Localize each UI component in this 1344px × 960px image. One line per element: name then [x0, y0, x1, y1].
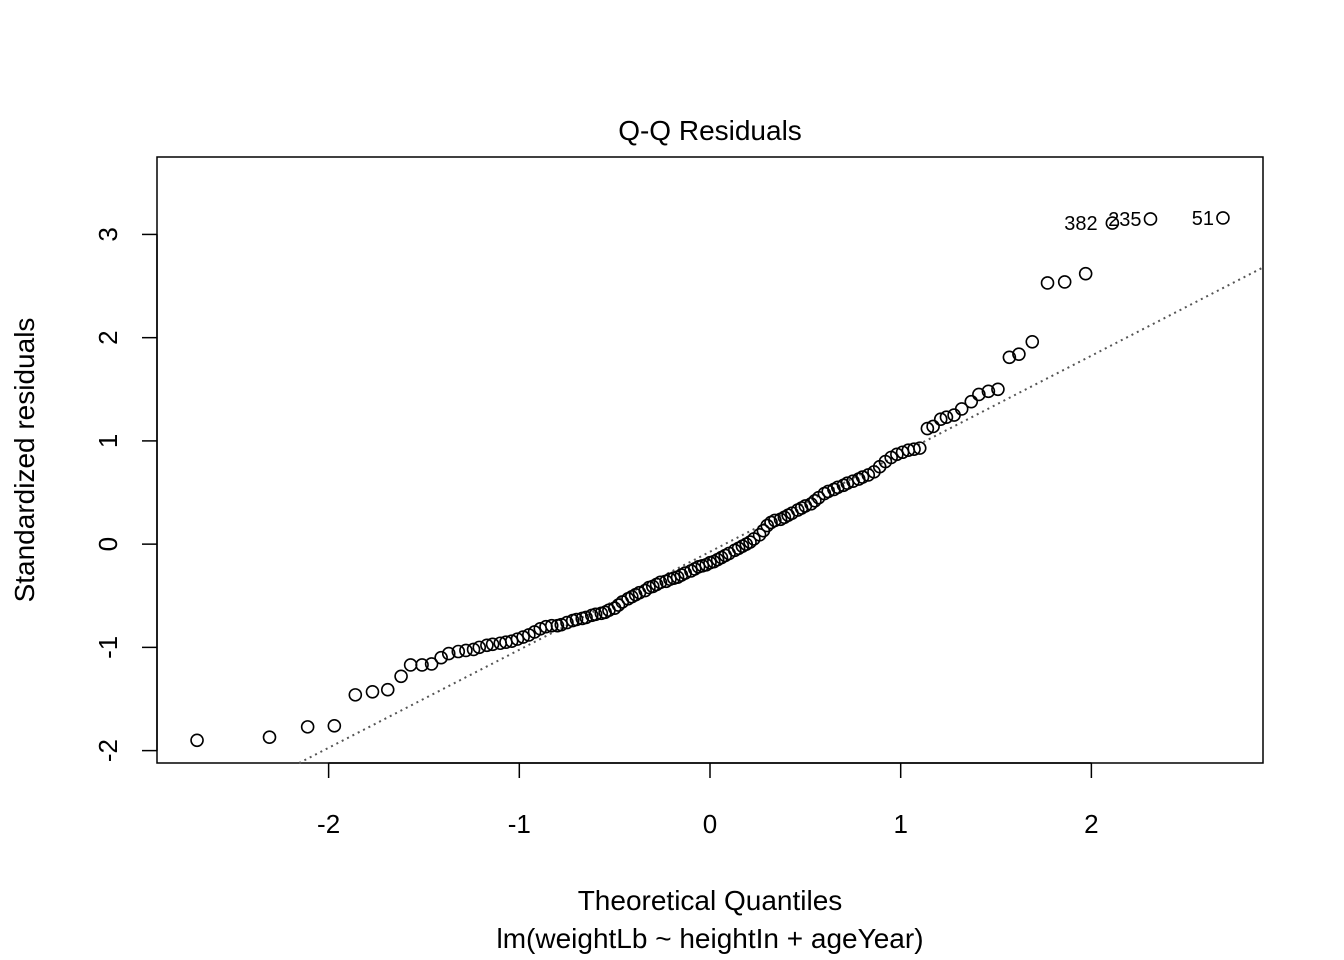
data-point: [947, 408, 961, 422]
y-tick-label: 0: [93, 537, 123, 551]
x-tick-label: 1: [893, 809, 907, 839]
data-point: [472, 640, 487, 655]
data-point: [954, 402, 969, 416]
x-axis: -2 -1 0 1 2: [317, 762, 1099, 839]
data-point: [480, 638, 494, 653]
data-point: [466, 642, 481, 657]
data-point: [1040, 276, 1055, 290]
y-tick-label: 3: [93, 227, 123, 241]
data-point: [348, 688, 363, 702]
chart-title: Q-Q Residuals: [618, 115, 802, 146]
data-point: [434, 650, 448, 665]
data-point: [190, 733, 204, 748]
data-point: [262, 730, 277, 744]
data-point: [579, 610, 593, 625]
data-point: [569, 612, 584, 627]
data-point: [611, 598, 626, 612]
data-point: [752, 528, 767, 542]
data-point: [403, 658, 418, 672]
data-point: [1105, 216, 1120, 230]
data-point: [554, 617, 569, 632]
y-axis-label: Standardized residuals: [9, 318, 40, 603]
data-point: [424, 657, 439, 671]
point-label: 51: [1192, 208, 1214, 230]
data-point: [981, 384, 996, 399]
data-point: [510, 632, 525, 646]
x-tick-label: -2: [317, 809, 340, 839]
data-point: [394, 669, 408, 684]
point-labels-layer: 382 235 51: [1064, 208, 1214, 235]
x-tick-label: 0: [703, 809, 717, 839]
y-tick-label: 2: [93, 330, 123, 344]
data-point: [991, 382, 1005, 397]
data-point: [926, 419, 940, 434]
data-point: [1002, 350, 1017, 365]
data-point: [743, 535, 757, 549]
data-point: [544, 618, 559, 633]
data-point: [808, 493, 822, 508]
data-point: [920, 421, 935, 436]
data-point: [1216, 211, 1230, 225]
x-axis-sublabel: lm(weightLb ~ heightIn + ageYear): [496, 923, 923, 954]
data-point: [939, 410, 954, 424]
data-point: [441, 646, 456, 661]
data-point: [1057, 275, 1072, 289]
data-point: [1012, 347, 1026, 361]
data-point: [890, 447, 904, 462]
data-point: [459, 643, 473, 658]
x-tick-label: -1: [508, 809, 531, 839]
data-point: [300, 720, 315, 734]
data-point: [560, 615, 574, 630]
point-label: 382: [1064, 213, 1097, 235]
x-axis-label: Theoretical Quantiles: [578, 885, 843, 916]
data-point: [933, 412, 948, 427]
data-point: [855, 470, 870, 484]
data-point: [327, 719, 342, 733]
data-point: [1025, 334, 1040, 349]
y-tick-label: -2: [93, 739, 123, 762]
data-point: [516, 630, 530, 644]
data-point: [912, 441, 927, 455]
data-point: [451, 644, 466, 659]
plot-frame: [156, 156, 1264, 764]
data-point: [504, 634, 519, 648]
qq-reference-line: [298, 266, 1264, 764]
data-point: [380, 682, 395, 697]
y-tick-label: 1: [93, 434, 123, 448]
point-label: 235: [1108, 209, 1141, 231]
y-axis: -2 -1 0 1 2 3: [93, 227, 158, 762]
data-point: [1078, 266, 1093, 281]
data-point: [365, 684, 380, 699]
data-point: [485, 637, 500, 652]
data-point: [964, 394, 979, 409]
data-point: [768, 513, 782, 528]
x-tick-label: 2: [1084, 809, 1098, 839]
data-point: [972, 387, 986, 402]
data-point: [1143, 212, 1158, 226]
data-point: [653, 575, 668, 590]
data-point: [588, 607, 603, 622]
reference-line-layer: [298, 266, 1264, 764]
data-point: [415, 658, 429, 672]
data-point: [907, 442, 921, 456]
y-tick-label: -1: [93, 636, 123, 659]
data-point: [840, 476, 855, 491]
points-layer: [190, 211, 1230, 748]
data-point: [638, 583, 652, 598]
